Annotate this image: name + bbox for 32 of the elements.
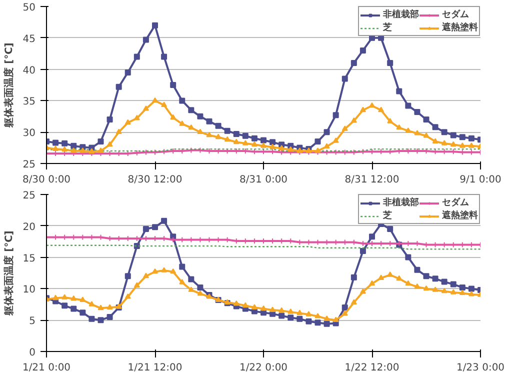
legend-label: セダム — [442, 8, 469, 21]
y-tick-label: 20 — [22, 222, 36, 233]
y-tick-label: 10 — [22, 284, 36, 296]
y-axis-title: 躯体表面温度 [℃] — [2, 42, 15, 128]
y-tick-label: 35 — [22, 96, 36, 108]
x-tick-label: 8/30 0:00 — [22, 174, 71, 186]
y-tick-label: 40 — [22, 65, 36, 76]
legend-label: 芝 — [383, 210, 393, 222]
y-tick-label: 25 — [22, 160, 36, 170]
x-tick-label: 8/30 12:00 — [128, 174, 182, 186]
y-tick-label: 15 — [22, 253, 36, 264]
y-axis-title: 躯体表面温度 [℃] — [2, 230, 15, 316]
legend-label: 非植栽部 — [383, 196, 419, 209]
y-tick-label: 0 — [29, 348, 36, 358]
legend-label: 遮熱塗料 — [442, 21, 478, 34]
y-tick-label: 25 — [22, 190, 36, 202]
x-tick-label: 8/31 0:00 — [239, 174, 288, 186]
y-tick-label: 45 — [22, 34, 36, 45]
x-tick-label: 1/23 0:00 — [456, 362, 505, 374]
x-tick-label: 9/1 0:00 — [460, 174, 502, 186]
x-tick-label: 1/21 0:00 — [22, 362, 71, 374]
x-tick-label: 1/22 12:00 — [344, 362, 400, 374]
x-tick-label: 8/31 12:00 — [344, 174, 400, 186]
y-tick-label: 30 — [22, 128, 36, 140]
y-tick-label: 5 — [29, 316, 36, 328]
legend-label: 遮熱塗料 — [442, 209, 478, 222]
legend-label: セダム — [442, 196, 469, 209]
x-tick-label: 1/21 12:00 — [128, 362, 182, 374]
y-tick-label: 50 — [22, 2, 36, 14]
x-tick-label: 1/22 0:00 — [239, 362, 288, 374]
legend-label: 芝 — [383, 22, 393, 34]
legend-label: 非植栽部 — [383, 8, 419, 21]
